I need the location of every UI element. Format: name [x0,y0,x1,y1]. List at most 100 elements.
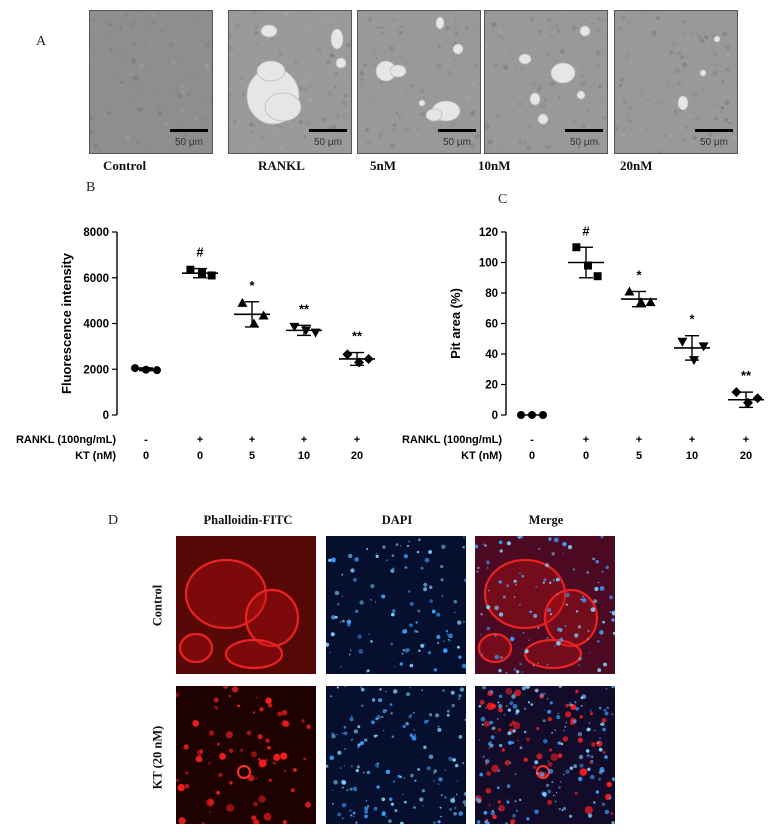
fluorescence-dapi-kt [326,686,466,824]
data-point [528,411,536,419]
kt-value: 10 [298,450,310,462]
rankl-value: + [583,434,589,446]
kt-value: 0 [197,450,203,462]
rankl-value: - [530,434,534,446]
y-tick-label: 60 [485,319,498,331]
data-point [677,337,688,347]
panel-c-letter: C [498,192,508,207]
significance-marker: # [582,223,590,238]
significance-marker: # [196,245,204,260]
row-header-control: Control [150,584,165,627]
data-point [249,318,259,328]
data-point [310,328,321,338]
panel-a-letter: A [36,34,47,49]
kt-value: 0 [529,450,535,462]
data-point [354,357,364,368]
data-point [517,411,525,419]
data-point [731,387,742,398]
data-point [743,397,753,408]
column-header-phalloidin: Phalloidin-FITC [203,513,293,527]
y-tick-label: 0 [492,410,498,422]
scale-bar-label: 50 μm [443,137,471,148]
kt-value: 20 [740,450,752,462]
scale-bar-label: 50 μm [314,137,342,148]
data-point [142,365,150,374]
data-point [572,243,581,252]
micrograph-label-20nm: 20nM [620,158,653,173]
y-tick-label: 80 [485,288,498,300]
y-tick-label: 6000 [83,273,109,285]
fluorescence-merge-control [475,536,615,674]
kt-value: 20 [351,450,363,462]
y-tick-label: 8000 [83,227,109,239]
kt-value: 10 [686,450,698,462]
y-axis-label: Fluorescence intensity [59,252,74,394]
row-label-rankl: RANKL (100ng/mL) [402,434,502,446]
row-label-rankl: RANKL (100ng/mL) [16,434,116,446]
y-tick-label: 4000 [83,319,109,331]
y-tick-label: 0 [103,410,109,422]
significance-marker: * [636,267,642,282]
rankl-value: + [689,434,695,446]
panel-b-letter: B [86,180,96,195]
rankl-value: + [249,434,255,446]
scale-bar-label: 50 μm [570,137,598,148]
data-point [539,411,547,419]
data-point [363,353,374,364]
data-point [645,297,656,307]
data-point [198,269,206,278]
rankl-value: + [636,434,642,446]
kt-value: 5 [636,450,642,462]
data-point [207,271,216,280]
micrograph-5nm: 50 μm [357,10,481,154]
row-label-kt: KT (nM) [461,450,502,462]
scale-bar-label: 50 μm [700,137,728,148]
significance-marker: ** [741,368,752,383]
significance-marker: * [249,278,255,293]
column-header-merge: Merge [528,513,564,527]
kt-value: 0 [583,450,589,462]
data-point [258,310,269,320]
kt-value: 5 [249,450,255,462]
micrograph-label-control: Control [103,158,147,173]
y-tick-label: 40 [485,349,498,361]
y-tick-label: 100 [479,258,498,270]
data-point [698,342,709,352]
micrograph-10nm: 50 μm [484,10,608,154]
data-point [689,356,699,366]
data-point [752,393,763,404]
significance-marker: * [689,312,695,327]
significance-marker: ** [299,301,310,316]
fluorescence-phalloidin-control [176,536,316,674]
data-point [237,297,248,307]
y-tick-label: 120 [479,227,498,239]
micrograph-label-10nm: 10nM [478,158,511,173]
column-header-dapi: DAPI [381,513,413,527]
rankl-value: + [354,434,360,446]
data-point [153,366,161,375]
rankl-value: + [301,434,307,446]
kt-value: 0 [143,450,149,462]
data-point [186,265,195,274]
data-point [131,364,139,373]
y-tick-label: 20 [485,380,498,392]
scale-bar-label: 50 μm [175,137,203,148]
fluorescence-phalloidin-kt [176,686,316,824]
y-tick-label: 2000 [83,364,109,376]
rankl-value: - [144,434,148,446]
data-point [593,272,602,281]
row-label-kt: KT (nM) [75,450,116,462]
significance-marker: ** [352,329,363,344]
micrograph-label-rankl: RANKL [258,158,305,173]
rankl-value: + [743,434,749,446]
data-point [289,322,300,332]
y-axis-label: Pit area (%) [448,288,463,359]
micrograph-label-5nm: 5nM [370,158,396,173]
data-point [624,286,635,296]
micrograph-20nm: 50 μm [614,10,738,154]
data-point [584,261,592,270]
row-header-kt-20nm: KT (20 nM) [150,725,165,790]
micrograph-rankl: 50 μm [228,10,352,154]
